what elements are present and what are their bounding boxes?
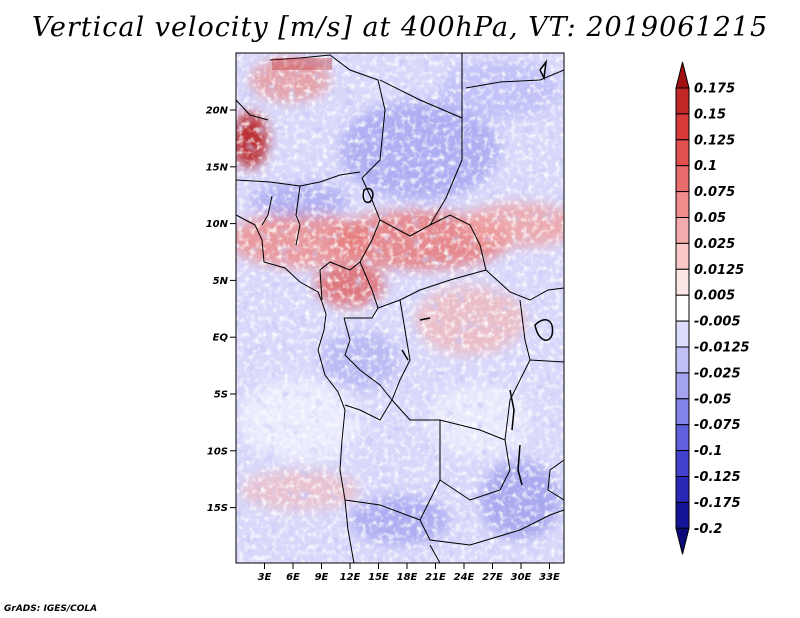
lon-tick-label: 9E (315, 572, 329, 583)
lat-tick-label: 10S (207, 446, 228, 457)
lon-tick-label: 30E (511, 572, 532, 583)
colorbar-label: -0.075 (694, 418, 741, 433)
country-borders (236, 53, 564, 563)
colorbar-label: -0.005 (694, 315, 741, 330)
colorbar-swatch (675, 501, 690, 529)
colorbar-label: 0.075 (694, 185, 735, 200)
colorbar-swatch (675, 424, 690, 452)
colorbar-swatch (675, 217, 690, 244)
colorbar-swatch (675, 346, 690, 374)
lon-tick-label: 3E (258, 572, 272, 583)
map-frame (235, 52, 565, 564)
lon-tick-label: 12E (340, 572, 361, 583)
colorbar-label: -0.125 (694, 470, 741, 485)
lat-tick-label: 15N (206, 162, 229, 173)
lat-tick-label: EQ (213, 333, 229, 344)
colorbar-swatch (675, 139, 690, 167)
colorbar-label: 0.175 (694, 82, 735, 97)
colorbar-label: 0.125 (694, 133, 735, 148)
lat-tick-label: 20N (206, 106, 229, 117)
colorbar-label: 0.005 (694, 289, 735, 304)
lon-tick-label: 24E (454, 572, 475, 583)
velocity-field (236, 53, 564, 563)
colorbar-swatch (675, 165, 690, 193)
lon-tick-label: 27E (482, 572, 503, 583)
colorbar-swatch (675, 113, 690, 141)
colorbar-label: -0.025 (694, 366, 741, 381)
lon-tick-label: 33E (539, 572, 560, 583)
colorbar-label: -0.1 (694, 444, 722, 459)
lat-tick-label: 10N (206, 219, 229, 230)
software-credit: GrADS: IGES/COLA (4, 604, 98, 614)
colorbar: 0.175 0.15 0.125 0.1 0.075 0.05 0.025 0.0125 0.0… (675, 61, 750, 555)
colorbar-label: 0.025 (694, 237, 735, 252)
colorbar-cap-top (675, 61, 690, 89)
colorbar-label: 0.1 (694, 159, 717, 174)
colorbar-swatch (675, 476, 690, 503)
lakes (362, 59, 554, 486)
colorbar-label: -0.0125 (694, 341, 750, 356)
lon-tick-label: 15E (368, 572, 389, 583)
chart-title: Vertical velocity [m/s] at 400hPa, VT: 2… (31, 12, 769, 43)
colorbar-label: 0.0125 (694, 263, 744, 278)
colorbar-label: 0.15 (694, 107, 726, 122)
colorbar-cap-bottom (675, 527, 690, 555)
colorbar-swatch (675, 87, 690, 115)
lon-tick-label: 21E (425, 572, 446, 583)
colorbar-label: -0.05 (694, 392, 731, 407)
lon-tick-label: 18E (397, 572, 418, 583)
colorbar-label: -0.2 (694, 522, 722, 537)
colorbar-swatch (675, 450, 690, 478)
colorbar-swatch (675, 242, 690, 270)
colorbar-swatch (675, 294, 690, 322)
lat-tick-label: 5N (213, 276, 229, 287)
lon-tick-label: 6E (286, 572, 300, 583)
lat-tick-label: 5S (214, 390, 228, 401)
colorbar-swatch (675, 191, 690, 219)
latitude-axis: 20N 15N 10N 5N EQ 5S 10S 15S (206, 106, 236, 514)
colorbar-swatch (675, 372, 690, 400)
colorbar-label: 0.05 (694, 211, 726, 226)
colorbar-label: -0.175 (694, 496, 741, 511)
colorbar-swatch (675, 320, 690, 348)
lat-tick-label: 15S (207, 503, 228, 514)
colorbar-swatch (675, 268, 690, 296)
longitude-axis: 3E 6E 9E 12E 15E 18E 21E 24E 27E 30E 33E (258, 563, 560, 583)
colorbar-swatch (675, 398, 690, 426)
